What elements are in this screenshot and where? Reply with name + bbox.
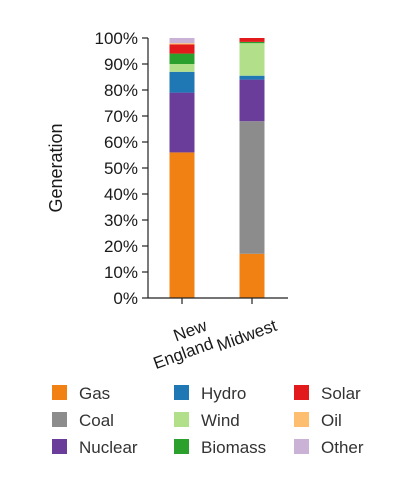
legend-item: Wind <box>174 411 240 430</box>
legend-item: Other <box>294 438 364 457</box>
bars <box>169 38 265 298</box>
bar-segment-coal <box>239 121 265 254</box>
bar-segment-oil <box>169 43 195 45</box>
legend-label: Coal <box>79 411 114 430</box>
legend-item: Oil <box>294 411 342 430</box>
bar-segment-wind <box>239 43 265 76</box>
legend-label: Other <box>321 438 364 457</box>
bar-segment-hydro <box>239 75 265 80</box>
legend-label: Solar <box>321 384 361 403</box>
bar-segment-gas <box>169 152 195 298</box>
bar-segment-hydro <box>169 71 195 93</box>
legend: Gas Coal Nuclear Hydro Wind Biomass Solar Oil Ot… <box>52 384 364 457</box>
x-tick-label: Midwest <box>214 316 279 355</box>
y-axis: 0% 10% 20% 30% 40% 50% 60% 70% 80% 90% 100% <box>95 29 149 308</box>
legend-item: Hydro <box>174 384 246 403</box>
y-tick-label: 90% <box>104 55 138 74</box>
bar-segment-nuclear <box>239 79 265 122</box>
bar-stack <box>239 38 265 298</box>
legend-swatch <box>174 385 189 400</box>
y-axis-title: Generation <box>46 123 66 212</box>
legend-swatch <box>294 412 309 427</box>
y-tick-label: 40% <box>104 185 138 204</box>
legend-label: Wind <box>201 411 240 430</box>
legend-swatch <box>174 412 189 427</box>
y-tick-label: 100% <box>95 29 138 48</box>
bar-segment-nuclear <box>169 92 195 153</box>
y-tick-label: 80% <box>104 81 138 100</box>
legend-label: Gas <box>79 384 110 403</box>
y-tick-label: 20% <box>104 237 138 256</box>
legend-swatch <box>294 385 309 400</box>
y-tick-label: 0% <box>113 289 138 308</box>
bar-segment-biomass <box>169 53 195 64</box>
bar-segment-solar <box>239 38 265 42</box>
legend-item: Nuclear <box>52 438 138 457</box>
legend-item: Gas <box>52 384 110 403</box>
bar-stack <box>169 38 195 298</box>
legend-swatch <box>294 439 309 454</box>
bar-segment-solar <box>169 44 195 54</box>
legend-label: Oil <box>321 411 342 430</box>
legend-label: Hydro <box>201 384 246 403</box>
y-tick-label: 10% <box>104 263 138 282</box>
bar-segment-wind <box>169 64 195 72</box>
y-tick-label: 70% <box>104 107 138 126</box>
legend-swatch <box>52 412 67 427</box>
y-tick-label: 50% <box>104 159 138 178</box>
y-tick-label: 60% <box>104 133 138 152</box>
legend-swatch <box>174 439 189 454</box>
y-tick-label: 30% <box>104 211 138 230</box>
bar-segment-biomass <box>239 41 265 44</box>
legend-label: Nuclear <box>79 438 138 457</box>
legend-swatch <box>52 385 67 400</box>
bar-segment-other <box>169 38 195 44</box>
legend-label: Biomass <box>201 438 266 457</box>
legend-item: Solar <box>294 384 361 403</box>
legend-swatch <box>52 439 67 454</box>
x-tick-label: NewEngland <box>144 316 216 373</box>
legend-item: Biomass <box>174 438 266 457</box>
bar-segment-gas <box>239 253 265 298</box>
legend-item: Coal <box>52 411 114 430</box>
